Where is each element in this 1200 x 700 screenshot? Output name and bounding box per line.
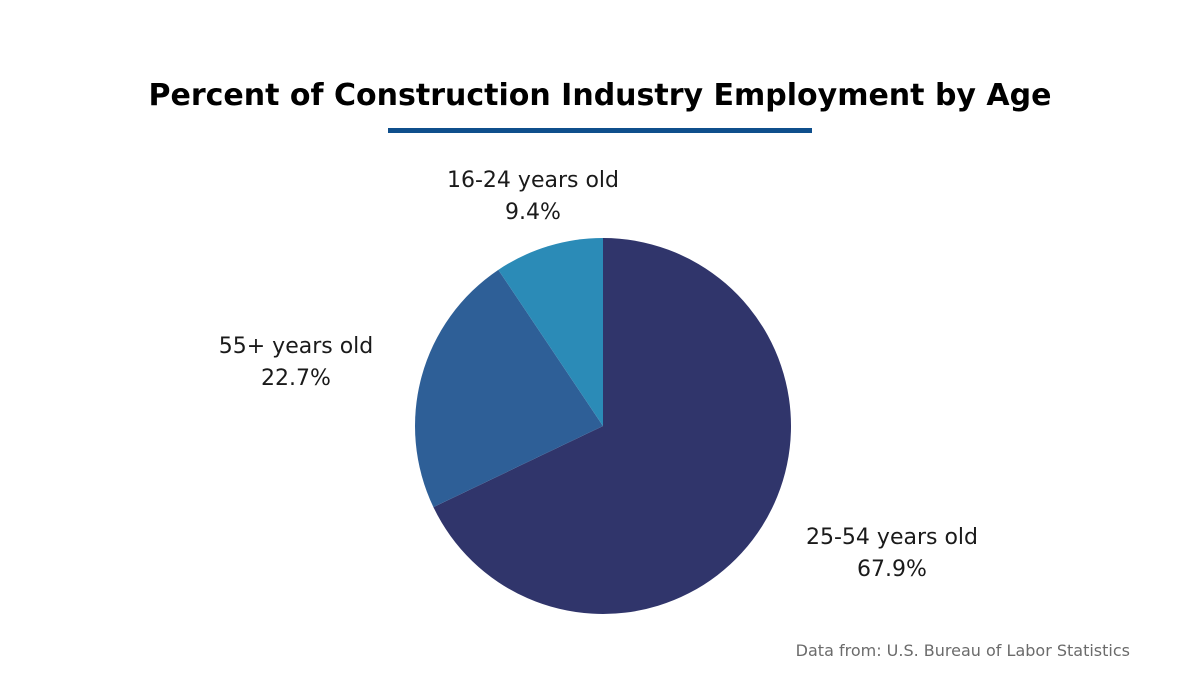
slice-label-25-54-name: 25-54 years old: [762, 522, 1022, 554]
source-note: Data from: U.S. Bureau of Labor Statisti…: [796, 641, 1130, 660]
chart-canvas: Percent of Construction Industry Employm…: [0, 0, 1200, 700]
slice-label-55-plus-value: 22.7%: [166, 363, 426, 395]
slice-label-55-plus-name: 55+ years old: [166, 331, 426, 363]
slice-label-25-54: 25-54 years old 67.9%: [762, 522, 1022, 586]
slice-label-25-54-value: 67.9%: [762, 554, 1022, 586]
slice-label-16-24-value: 9.4%: [403, 197, 663, 229]
slice-label-55-plus: 55+ years old 22.7%: [166, 331, 426, 395]
slice-label-16-24: 16-24 years old 9.4%: [403, 165, 663, 229]
slice-label-16-24-name: 16-24 years old: [403, 165, 663, 197]
